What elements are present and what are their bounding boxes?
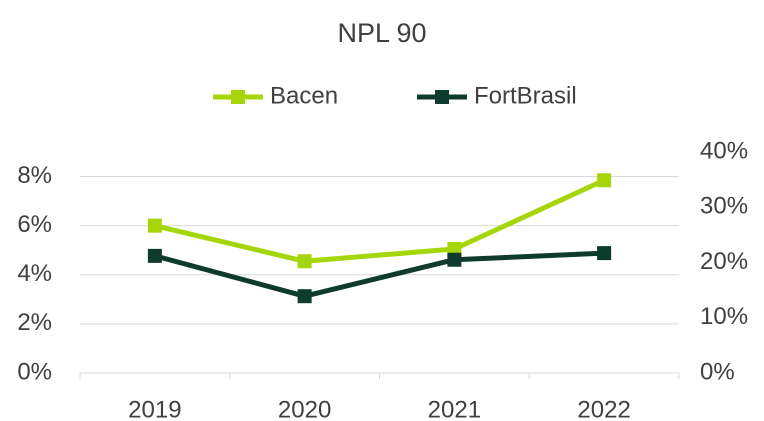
y-tick-label: 4% (17, 260, 52, 287)
data-point (147, 248, 162, 263)
y-tick-label: 8% (17, 162, 52, 189)
series-line (154, 250, 605, 299)
chart-title: NPL 90 (337, 18, 426, 48)
data-point (447, 241, 462, 256)
y2-tick-label: 30% (700, 193, 748, 220)
x-tick-label: 2019 (128, 396, 181, 421)
data-point (597, 173, 612, 188)
y-tick-label: 2% (17, 309, 52, 336)
y2-tick-label: 0% (700, 358, 735, 385)
data-point (297, 289, 312, 304)
x-tick-label: 2021 (428, 396, 481, 421)
data-point (297, 254, 312, 269)
legend-marker (435, 90, 449, 104)
y-tick-label: 0% (17, 358, 52, 385)
x-tick-label: 2020 (278, 396, 331, 421)
data-point (597, 246, 612, 261)
y2-tick-label: 20% (700, 248, 748, 275)
y2-tick-label: 40% (700, 137, 748, 164)
legend-label: Bacen (270, 82, 338, 109)
legend-marker (231, 90, 245, 104)
x-tick-label: 2022 (577, 396, 630, 421)
data-point (147, 218, 162, 233)
legend-label: FortBrasil (474, 82, 577, 109)
y-tick-label: 6% (17, 211, 52, 238)
y2-tick-label: 10% (700, 303, 748, 330)
data-point (447, 252, 462, 267)
series-line (154, 177, 606, 264)
